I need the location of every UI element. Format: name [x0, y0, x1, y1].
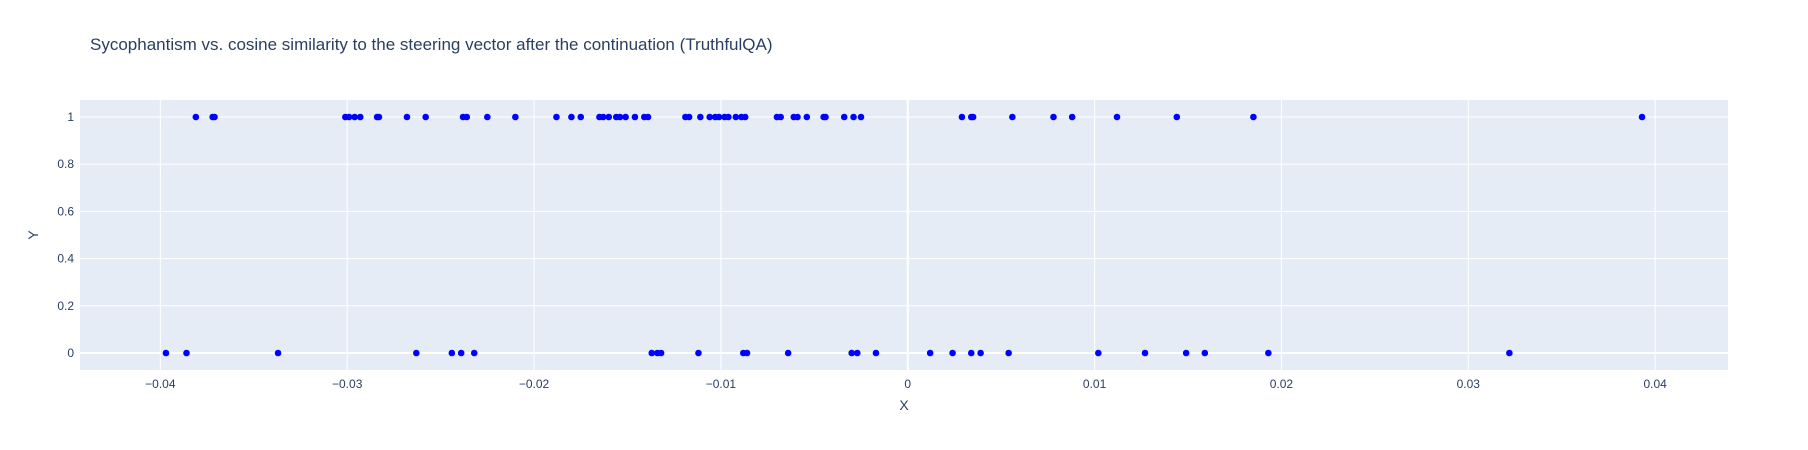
data-point	[616, 113, 624, 121]
y-tick-label: 0.6	[57, 204, 74, 218]
x-tick-label: 0	[904, 377, 911, 391]
data-point	[872, 349, 880, 357]
plot-area	[80, 100, 1728, 370]
x-tick-label: −0.03	[332, 377, 363, 391]
data-point	[732, 113, 740, 121]
data-point	[969, 113, 977, 121]
data-point	[715, 113, 723, 121]
data-point	[345, 113, 353, 121]
data-point	[448, 349, 456, 357]
data-point	[484, 113, 491, 121]
data-point	[422, 113, 429, 121]
x-tick-label: 0.02	[1270, 377, 1294, 391]
data-point	[512, 113, 519, 121]
data-point	[622, 113, 629, 121]
y-tick-label: 0	[67, 346, 74, 360]
data-point	[1201, 349, 1209, 357]
grid-lines	[80, 100, 1728, 370]
data-point	[553, 113, 560, 121]
data-point	[1638, 113, 1646, 121]
data-point	[1141, 349, 1149, 357]
data-point	[1250, 113, 1257, 121]
data-point	[1173, 113, 1181, 121]
data-point	[1068, 113, 1076, 121]
data-point	[274, 349, 282, 357]
data-point	[850, 113, 857, 121]
data-point	[162, 349, 170, 357]
data-point	[183, 349, 190, 357]
data-point	[949, 349, 956, 357]
y-axis-ticks: 0 0.2 0.4 0.6 0.8 1	[57, 110, 74, 360]
data-point	[784, 349, 792, 357]
data-point	[697, 113, 704, 121]
x-axis-ticks: −0.04 −0.03 −0.02 −0.01 0 0.01 0.02 0.03 0.04	[145, 377, 1667, 391]
x-tick-label: −0.04	[145, 377, 176, 391]
x-tick-label: −0.01	[706, 377, 737, 391]
data-point	[725, 113, 732, 121]
x-tick-label: 0.04	[1643, 377, 1667, 391]
data-point	[743, 349, 751, 357]
y-tick-label: 1	[67, 110, 74, 124]
data-point	[977, 349, 984, 357]
data-point	[192, 113, 200, 121]
data-point	[648, 349, 656, 357]
data-point	[853, 349, 861, 357]
data-point	[211, 113, 218, 121]
data-point	[631, 113, 639, 121]
data-point	[657, 349, 665, 357]
data-point	[356, 113, 364, 121]
data-point	[599, 113, 607, 121]
data-point	[1050, 113, 1057, 121]
data-point	[403, 113, 411, 121]
data-point	[463, 113, 471, 121]
data-point	[605, 113, 613, 121]
data-point	[1265, 349, 1272, 357]
data-point	[777, 113, 784, 121]
y-tick-label: 0.4	[57, 252, 74, 266]
data-point	[840, 113, 848, 121]
data-point	[470, 349, 478, 357]
x-tick-label: −0.02	[519, 377, 550, 391]
data-point	[706, 113, 713, 121]
data-point	[822, 113, 829, 121]
y-axis-title: Y	[25, 230, 41, 240]
data-point	[644, 113, 652, 121]
data-point	[685, 113, 693, 121]
x-tick-label: 0.01	[1083, 377, 1107, 391]
data-point	[967, 349, 975, 357]
data-points	[162, 113, 1646, 357]
data-point	[1182, 349, 1190, 357]
data-point	[1113, 113, 1121, 121]
data-point	[413, 349, 420, 357]
data-point	[958, 113, 966, 121]
data-point	[457, 349, 465, 357]
data-point	[1506, 349, 1513, 357]
data-point	[351, 113, 358, 121]
x-tick-label: 0.03	[1457, 377, 1481, 391]
data-point	[803, 113, 811, 121]
data-point	[568, 113, 575, 121]
data-point	[375, 113, 383, 121]
data-point	[926, 349, 934, 357]
chart-title: Sycophantism vs. cosine similarity to th…	[90, 35, 773, 54]
data-point	[695, 349, 702, 357]
data-point	[577, 113, 585, 121]
data-point	[741, 113, 749, 121]
data-point	[857, 113, 865, 121]
y-tick-label: 0.2	[57, 299, 74, 313]
data-point	[1005, 349, 1012, 357]
x-axis-title: X	[899, 397, 909, 413]
data-point	[1009, 113, 1016, 121]
y-tick-label: 0.8	[57, 157, 74, 171]
data-point	[848, 349, 855, 357]
data-point	[794, 113, 801, 121]
data-point	[1095, 349, 1102, 357]
